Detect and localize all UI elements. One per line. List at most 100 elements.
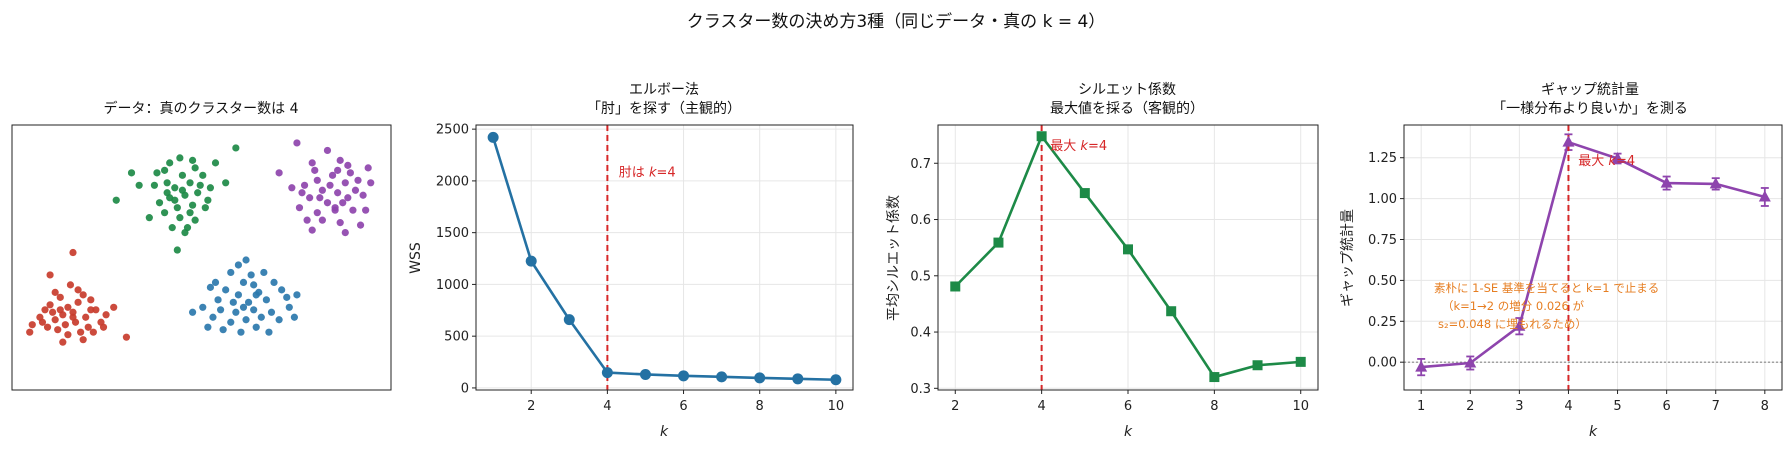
annotation: 最大 k=4 — [1050, 139, 1107, 154]
data-point — [99, 323, 108, 331]
data-point — [308, 226, 316, 234]
data-marker — [716, 371, 728, 383]
y-tick-label: 0.00 — [1368, 356, 1397, 371]
data-point — [288, 184, 296, 192]
gap-frame — [1403, 124, 1783, 391]
data-point — [102, 311, 110, 319]
y-tick-label: 2500 — [436, 123, 469, 138]
data-point — [206, 283, 215, 291]
silhouette-title-line2: 最大値を採る（客観的） — [1050, 100, 1204, 117]
data-point — [161, 209, 169, 217]
data-point — [214, 296, 222, 304]
data-point — [171, 184, 179, 192]
data-point — [275, 316, 283, 324]
data-point — [341, 229, 349, 237]
data-point — [364, 164, 372, 172]
data-point — [262, 296, 270, 304]
annotation: 肘は k=4 — [619, 166, 676, 181]
data-point — [300, 181, 309, 189]
data-point — [79, 291, 87, 299]
data-point — [234, 291, 242, 299]
data-point — [306, 194, 314, 202]
silhouette-title-line1: シルエット係数 — [1078, 82, 1176, 98]
gap-plot: 最大 k=4 — [1404, 125, 1782, 390]
data-marker — [830, 374, 842, 386]
data-point — [232, 144, 240, 152]
data-point — [64, 303, 72, 311]
data-point — [227, 318, 235, 326]
data-point — [216, 306, 225, 314]
data-point — [155, 199, 164, 207]
data-point — [239, 303, 248, 311]
data-point — [349, 206, 357, 214]
data-point — [222, 286, 230, 294]
data-point — [74, 298, 82, 306]
data-point — [237, 328, 245, 336]
data-point — [92, 306, 100, 314]
x-tick-label: 3 — [1515, 399, 1523, 414]
elbow-plot: 肘は k=4 — [487, 125, 842, 390]
data-point — [285, 303, 293, 311]
data-point — [239, 278, 248, 286]
data-point — [344, 194, 352, 202]
gap-note-line2: （k=1→2 の増分 0.026 が — [1442, 299, 1584, 313]
figure-title: クラスター数の決め方3種（同じデータ・真の k = 4） — [687, 11, 1106, 32]
data-point — [204, 196, 212, 204]
data-point — [334, 189, 342, 197]
gap-ticks: 1 2 3 4 5 6 7 8 0.00 0.25 0.50 0.75 1.00 1.25 — [1368, 151, 1769, 414]
data-point — [150, 181, 159, 189]
data-point — [188, 201, 197, 209]
x-tick-label: 10 — [828, 399, 845, 414]
y-tick-label: 500 — [444, 330, 469, 345]
data-point — [112, 196, 120, 204]
series-line — [1421, 140, 1766, 369]
data-point — [341, 179, 349, 187]
data-point — [173, 204, 181, 212]
data-point — [234, 261, 242, 269]
data-point — [110, 303, 118, 311]
x-tick-label: 6 — [1662, 399, 1670, 414]
data-point — [51, 288, 59, 296]
x-tick-label: 8 — [756, 399, 764, 414]
x-tick-label: 4 — [1564, 399, 1572, 414]
y-tick-label: 1.00 — [1368, 192, 1397, 207]
y-tick-label: 0.3 — [910, 382, 931, 397]
data-point — [311, 166, 319, 174]
data-marker — [1415, 360, 1428, 372]
data-point — [250, 281, 258, 289]
data-marker — [1295, 356, 1306, 367]
data-point — [257, 313, 265, 321]
y-tick-label: 0.6 — [910, 213, 931, 228]
data-point — [250, 306, 258, 314]
data-point — [354, 176, 362, 184]
data-point — [219, 326, 227, 334]
data-point — [359, 191, 367, 199]
data-point — [344, 161, 352, 169]
data-point — [64, 331, 72, 339]
data-point — [308, 159, 316, 167]
data-marker — [754, 372, 766, 384]
data-point — [127, 169, 136, 177]
data-point — [84, 323, 92, 331]
data-marker — [1660, 176, 1673, 188]
gap-note-line1: 素朴に 1-SE 基準を当てると k=1 で止まる — [1434, 281, 1659, 295]
data-point — [41, 306, 49, 314]
data-point — [267, 308, 276, 316]
data-point — [43, 323, 52, 331]
data-point — [161, 166, 169, 174]
elbow-title-line1: エルボー法 — [629, 82, 699, 98]
data-point — [87, 296, 95, 304]
y-tick-label: 1.25 — [1368, 151, 1397, 166]
data-point — [46, 271, 54, 279]
data-point — [163, 189, 171, 197]
data-point — [163, 179, 171, 187]
x-tick-label: 4 — [603, 399, 611, 414]
y-tick-label: 0.4 — [910, 326, 931, 341]
data-point — [209, 313, 217, 321]
y-tick-label: 0.75 — [1368, 233, 1397, 248]
data-point — [275, 169, 283, 177]
data-point — [145, 214, 153, 222]
data-point — [293, 139, 301, 147]
data-marker — [1166, 306, 1177, 317]
silhouette-ticks: 2 4 6 8 10 0.3 0.4 0.5 0.6 0.7 — [910, 157, 1309, 414]
